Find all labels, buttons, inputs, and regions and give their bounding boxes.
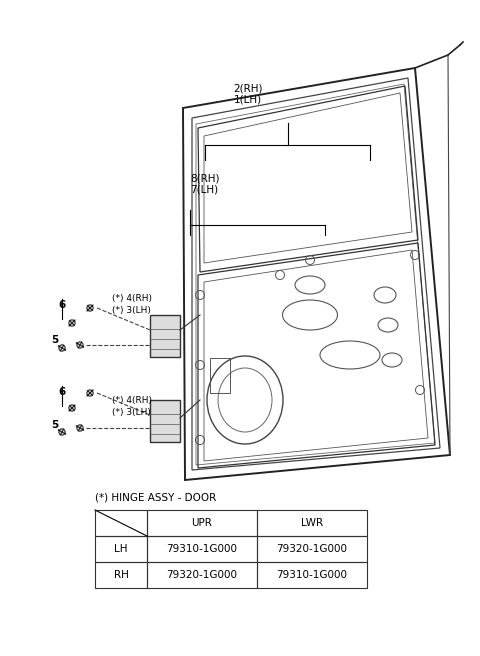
- Text: (*) 3(LH): (*) 3(LH): [112, 407, 151, 417]
- Text: UPR: UPR: [192, 518, 213, 528]
- Circle shape: [87, 305, 93, 311]
- Text: (*) 4(RH): (*) 4(RH): [112, 396, 152, 405]
- Bar: [210, 358, 230, 392]
- Bar: [257, 562, 367, 588]
- Bar: [257, 536, 367, 562]
- Bar: [95, 562, 147, 588]
- Circle shape: [59, 345, 65, 351]
- Text: 6: 6: [59, 300, 66, 310]
- Circle shape: [69, 320, 75, 326]
- Circle shape: [87, 390, 93, 396]
- Text: 5: 5: [51, 420, 59, 430]
- Bar: [147, 562, 257, 588]
- Circle shape: [77, 425, 83, 431]
- Bar: [150, 400, 180, 442]
- Bar: [147, 510, 257, 536]
- Text: 6: 6: [59, 387, 66, 397]
- Text: 79320-1G000: 79320-1G000: [276, 544, 348, 554]
- Bar: [95, 536, 147, 562]
- Text: 79310-1G000: 79310-1G000: [276, 570, 348, 580]
- Text: (*) HINGE ASSY - DOOR: (*) HINGE ASSY - DOOR: [95, 492, 216, 502]
- Text: LWR: LWR: [301, 518, 323, 528]
- Bar: [147, 536, 257, 562]
- Text: (*) 3(LH): (*) 3(LH): [112, 306, 151, 314]
- Bar: [95, 510, 147, 536]
- Text: 5: 5: [51, 335, 59, 345]
- Text: 79320-1G000: 79320-1G000: [167, 570, 238, 580]
- Text: (*) 4(RH): (*) 4(RH): [112, 293, 152, 302]
- Circle shape: [59, 429, 65, 435]
- Text: 79310-1G000: 79310-1G000: [167, 544, 238, 554]
- Bar: [257, 510, 367, 536]
- Circle shape: [69, 405, 75, 411]
- Text: RH: RH: [114, 570, 129, 580]
- Bar: [150, 315, 180, 357]
- Text: LH: LH: [114, 544, 128, 554]
- Circle shape: [77, 342, 83, 348]
- Text: 8(RH)
7(LH): 8(RH) 7(LH): [190, 173, 219, 195]
- Text: 2(RH)
1(LH): 2(RH) 1(LH): [233, 83, 263, 105]
